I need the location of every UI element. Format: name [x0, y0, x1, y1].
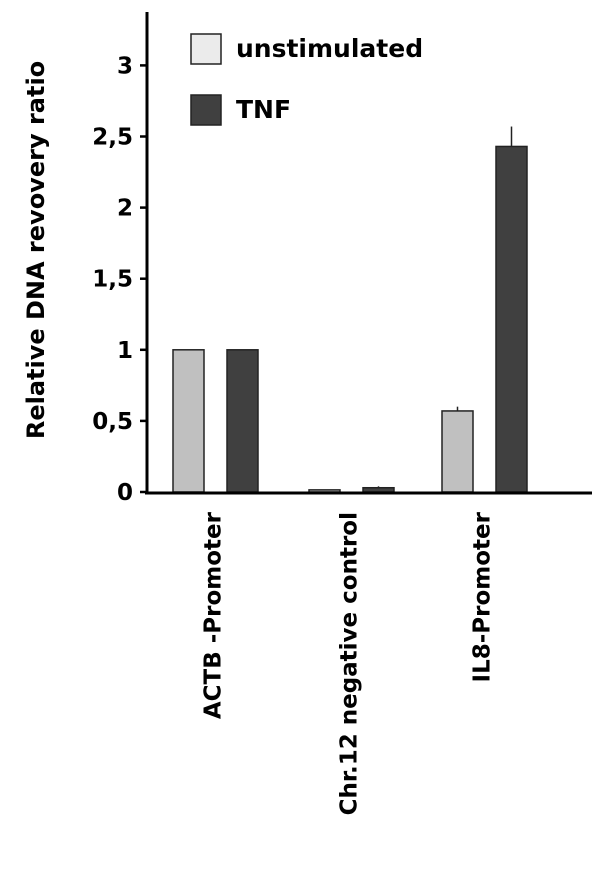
bar-1-0 [226, 349, 259, 493]
bar-1-1 [362, 486, 395, 493]
legend-label-1: TNF [236, 95, 291, 124]
y-tick-label: 3 [117, 53, 133, 79]
x-tick-label: IL8-Promoter [470, 511, 496, 682]
y-tick-label: 0 [117, 480, 133, 506]
y-tick-label: 1 [117, 338, 133, 364]
y-tick-label: 0,5 [92, 409, 133, 435]
legend-swatch-1 [190, 94, 222, 126]
y-tick-label: 2 [117, 196, 133, 222]
legend-swatch-0 [190, 33, 222, 65]
legend-label-0: unstimulated [236, 34, 423, 63]
bar-0-0 [172, 349, 205, 493]
y-tick-label: 2,5 [92, 125, 133, 151]
bar-0-2 [441, 410, 474, 493]
x-tick-label: ACTB -Promoter [201, 511, 227, 719]
y-tick-label: 1,5 [92, 267, 133, 293]
x-tick-label: Chr.12 negative control [337, 512, 363, 815]
bar-1-2 [495, 145, 528, 493]
y-axis-label: Relative DNA revovery ratio [22, 61, 50, 439]
